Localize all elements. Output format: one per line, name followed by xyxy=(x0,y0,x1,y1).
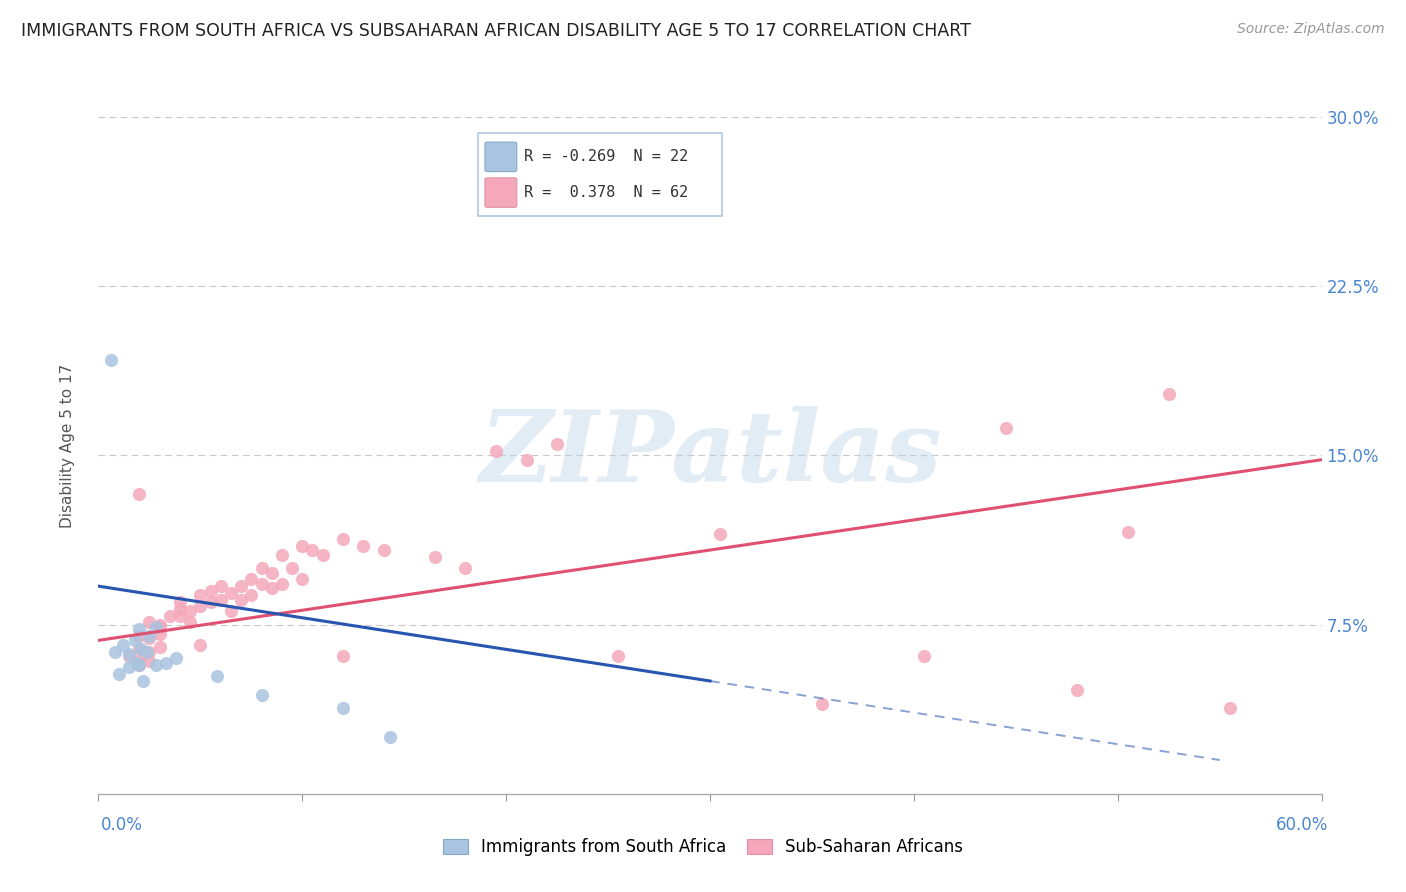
Point xyxy=(155,656,177,670)
Point xyxy=(240,573,263,587)
Text: Disability Age 5 to 17: Disability Age 5 to 17 xyxy=(60,364,75,528)
Text: Source: ZipAtlas.com: Source: ZipAtlas.com xyxy=(1237,22,1385,37)
Point xyxy=(138,654,160,668)
Point xyxy=(149,640,172,654)
FancyBboxPatch shape xyxy=(478,133,723,216)
Point xyxy=(200,595,222,609)
Point xyxy=(188,638,212,652)
Point xyxy=(312,548,335,562)
Point xyxy=(250,688,273,702)
Point xyxy=(250,561,273,575)
Point xyxy=(1116,524,1139,539)
Point xyxy=(138,645,160,659)
Point xyxy=(454,561,477,575)
Point xyxy=(138,631,160,645)
Point xyxy=(607,649,630,664)
Point xyxy=(138,629,160,643)
Point xyxy=(709,527,731,541)
Legend: Immigrants from South Africa, Sub-Saharan Africans: Immigrants from South Africa, Sub-Sahara… xyxy=(439,833,967,862)
Point xyxy=(231,592,253,607)
Point xyxy=(260,566,283,580)
Point xyxy=(118,649,141,664)
Point xyxy=(138,615,160,630)
Point xyxy=(159,608,181,623)
Point xyxy=(129,642,152,657)
Point xyxy=(128,654,150,668)
Point xyxy=(118,647,141,661)
Text: 0.0%: 0.0% xyxy=(101,816,143,834)
Point xyxy=(209,579,232,593)
Point xyxy=(128,658,150,673)
Point xyxy=(1066,683,1088,698)
Point xyxy=(145,620,167,634)
Point xyxy=(127,656,149,670)
Point xyxy=(291,539,314,553)
Point xyxy=(165,651,187,665)
Point xyxy=(149,617,172,632)
Point xyxy=(281,561,304,575)
Point xyxy=(188,599,212,614)
Point xyxy=(118,660,141,674)
Point xyxy=(100,353,122,368)
Point xyxy=(128,658,150,673)
Point xyxy=(124,633,146,648)
Point xyxy=(352,539,374,553)
Point xyxy=(994,421,1017,435)
Point xyxy=(811,697,834,711)
Point xyxy=(423,549,446,564)
Point xyxy=(209,592,232,607)
Point xyxy=(132,673,155,688)
Point xyxy=(219,586,242,600)
Point xyxy=(219,604,242,618)
Point xyxy=(373,543,395,558)
Point xyxy=(378,731,401,745)
Point xyxy=(1219,701,1241,715)
Point xyxy=(231,579,253,593)
Point xyxy=(188,588,212,602)
Point xyxy=(240,588,263,602)
Point xyxy=(111,638,134,652)
Point xyxy=(250,577,273,591)
Point xyxy=(270,548,294,562)
Point xyxy=(169,595,191,609)
Point xyxy=(179,615,201,630)
Point xyxy=(270,577,294,591)
Point xyxy=(516,452,538,467)
Point xyxy=(108,667,131,681)
Text: IMMIGRANTS FROM SOUTH AFRICA VS SUBSAHARAN AFRICAN DISABILITY AGE 5 TO 17 CORREL: IMMIGRANTS FROM SOUTH AFRICA VS SUBSAHAR… xyxy=(21,22,972,40)
Point xyxy=(128,622,150,636)
Text: R = -0.269  N = 22: R = -0.269 N = 22 xyxy=(524,149,689,163)
Point xyxy=(145,658,167,673)
Point xyxy=(301,543,323,558)
Point xyxy=(136,645,159,659)
Point xyxy=(149,626,172,640)
Point xyxy=(104,645,127,659)
Point xyxy=(200,583,222,598)
Text: R =  0.378  N = 62: R = 0.378 N = 62 xyxy=(524,186,689,200)
Text: ZIPatlas: ZIPatlas xyxy=(479,406,941,502)
Text: 60.0%: 60.0% xyxy=(1277,816,1329,834)
Point xyxy=(169,608,191,623)
Point xyxy=(179,604,201,618)
Point xyxy=(546,437,568,451)
Point xyxy=(128,486,150,500)
Point xyxy=(205,669,228,683)
Point xyxy=(169,601,191,615)
Point xyxy=(912,649,935,664)
FancyBboxPatch shape xyxy=(485,142,517,171)
Point xyxy=(128,642,150,657)
Point xyxy=(332,532,354,546)
Point xyxy=(260,582,283,596)
Point xyxy=(149,620,172,634)
Point xyxy=(291,573,314,587)
Point xyxy=(485,443,508,458)
Point xyxy=(1157,387,1180,401)
Point xyxy=(128,629,150,643)
FancyBboxPatch shape xyxy=(485,178,517,207)
Point xyxy=(332,701,354,715)
Point xyxy=(332,649,354,664)
